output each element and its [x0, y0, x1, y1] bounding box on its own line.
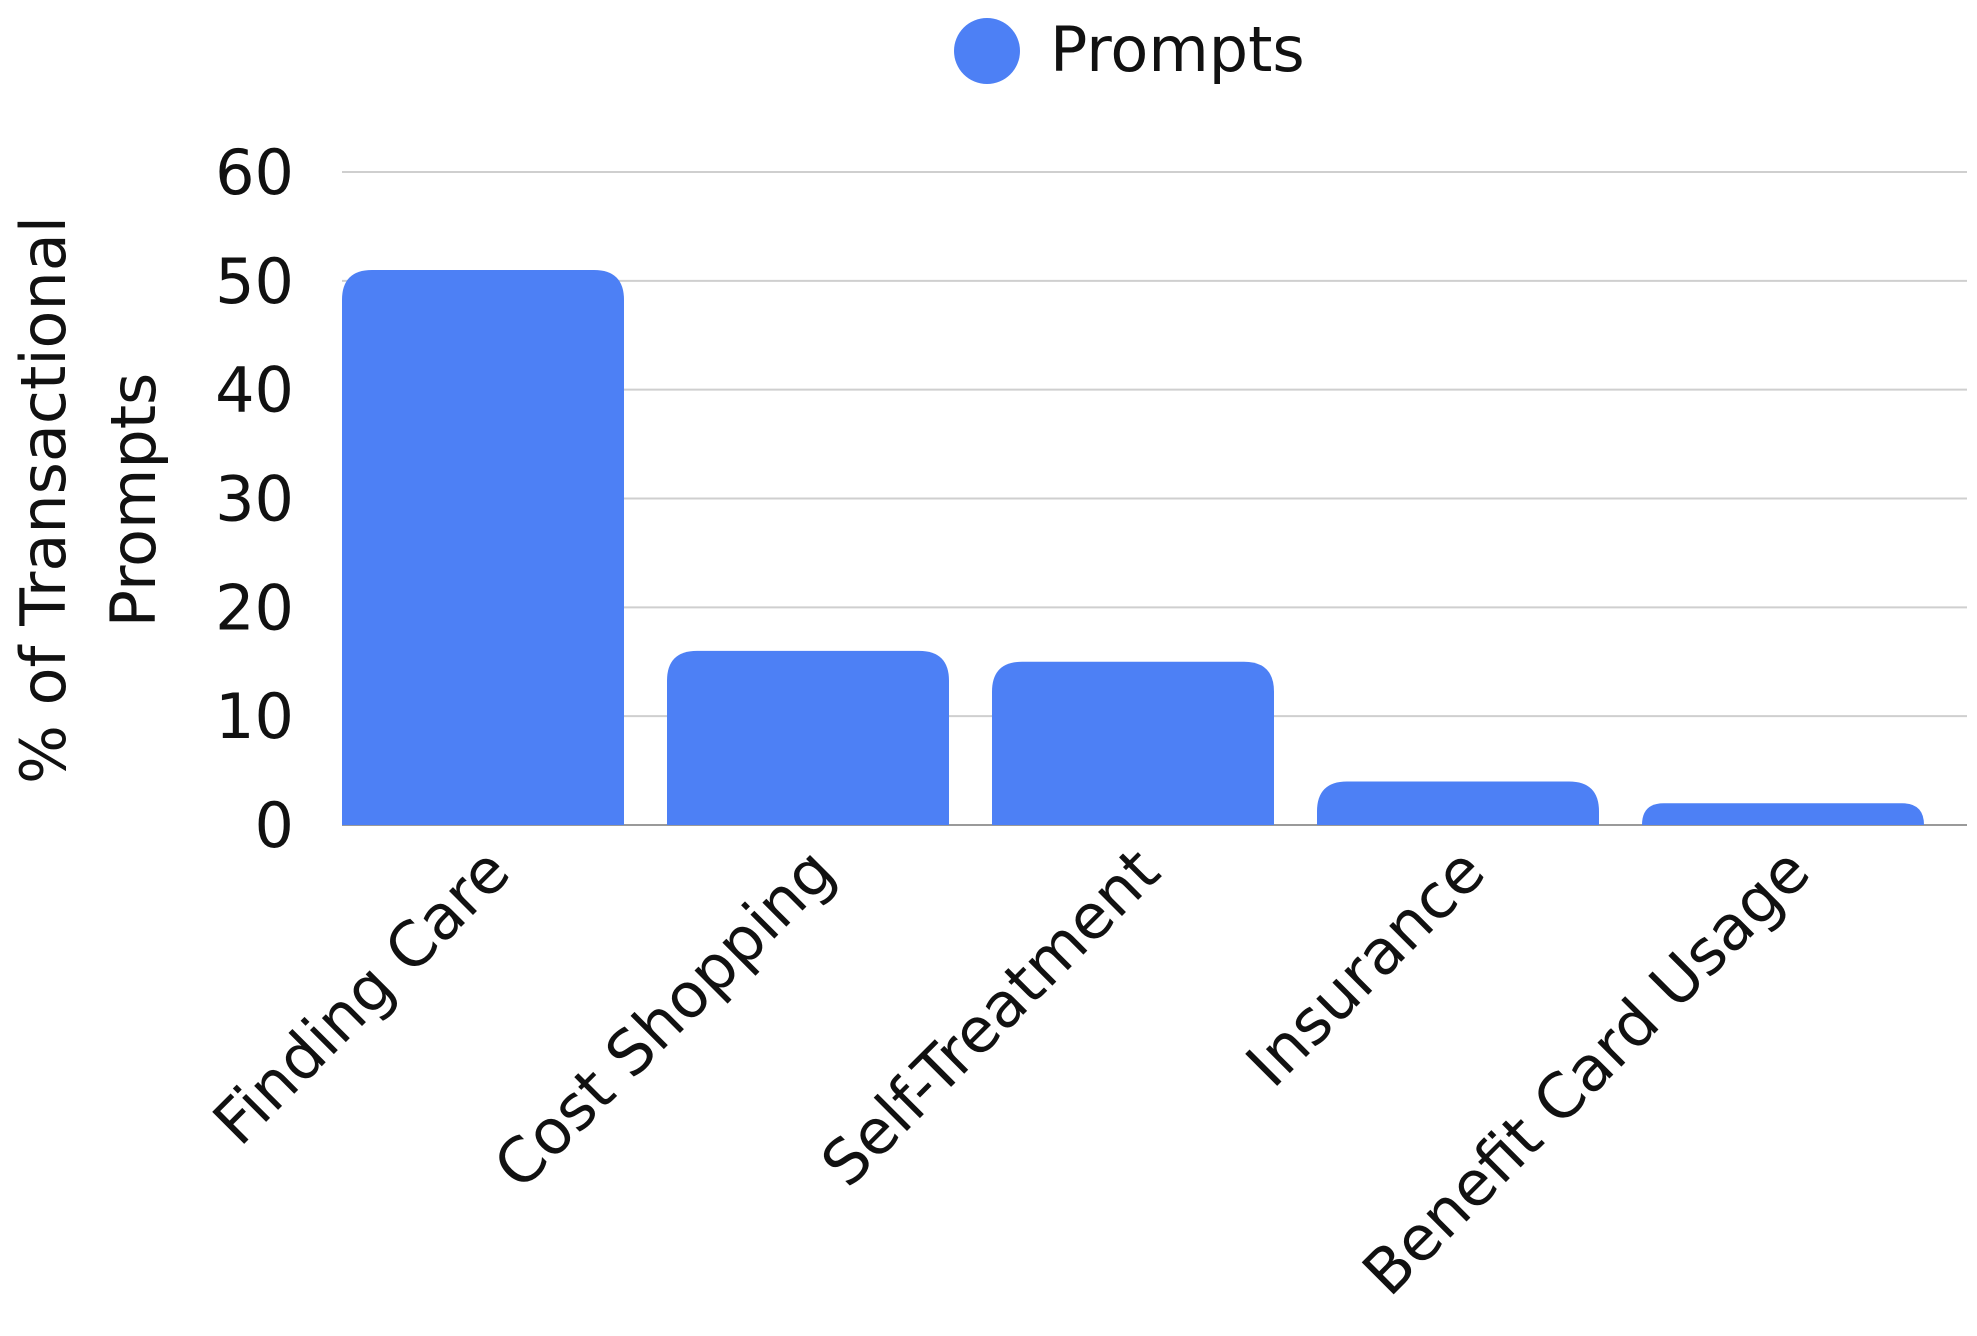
y-tick-label: 10: [215, 680, 294, 753]
legend: Prompts: [954, 13, 1305, 86]
y-tick-label: 50: [215, 245, 294, 318]
y-axis-title: % of Transactional Prompts: [7, 216, 170, 784]
y-tick-label: 20: [215, 571, 294, 644]
bar-benefit-card-usage: [1642, 803, 1924, 825]
bar-finding-care: [342, 269, 624, 825]
y-axis-title-line-2: Prompts: [97, 373, 170, 628]
y-tick-label: 30: [215, 463, 294, 536]
bar-self-treatment: [992, 661, 1274, 825]
legend-swatch: [954, 18, 1020, 84]
x-tick-label: Insurance: [1232, 834, 1499, 1101]
y-tick-label: 0: [255, 789, 294, 862]
x-tick-label: Finding Care: [199, 834, 524, 1159]
y-tick-label: 60: [215, 136, 294, 209]
x-tick-label: Cost Shopping: [480, 834, 849, 1203]
y-axis-title-line-1: % of Transactional: [7, 216, 80, 784]
x-tick-label: Self-Treatment: [807, 834, 1174, 1201]
y-axis-ticks: 0 10 20 30 40 50 60: [215, 136, 294, 862]
legend-label: Prompts: [1050, 13, 1305, 86]
bars: [342, 269, 1924, 825]
y-tick-label: 40: [215, 354, 294, 427]
bar-insurance: [1317, 781, 1599, 825]
bar-cost-shopping: [667, 650, 949, 825]
